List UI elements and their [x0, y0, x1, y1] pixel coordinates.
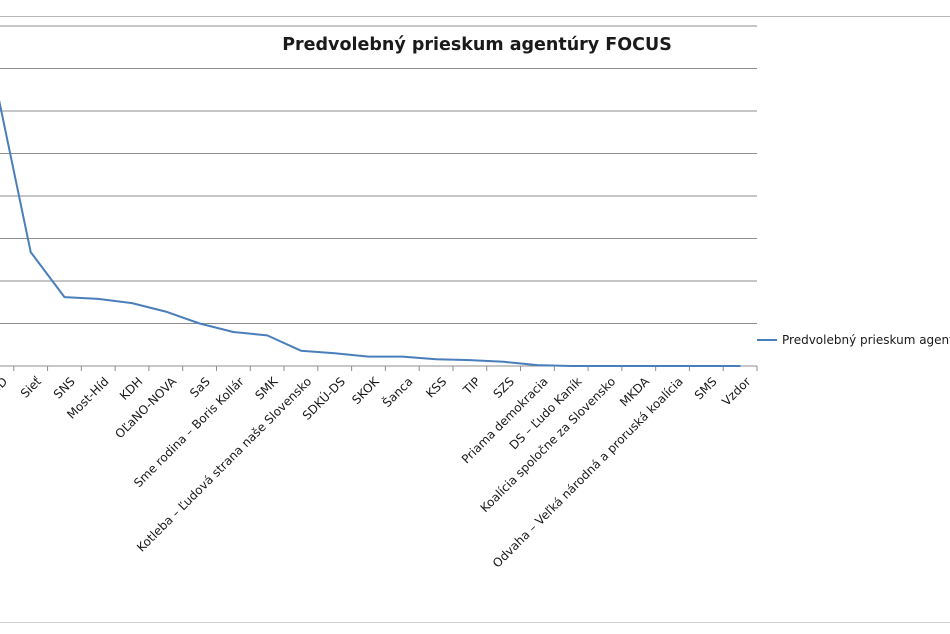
- data-point: [232, 331, 235, 333]
- data-point: [671, 365, 674, 367]
- x-tick-label: SMK: [252, 374, 281, 403]
- data-point: [705, 365, 708, 367]
- data-point: [97, 298, 100, 300]
- data-point: [604, 365, 606, 367]
- data-point: [570, 365, 572, 367]
- x-tick-label: OĽaNO-NOVA: [112, 374, 179, 441]
- data-point: [131, 302, 133, 304]
- data-point: [469, 359, 471, 361]
- x-tick-label: SKOK: [349, 374, 382, 407]
- data-point: [401, 355, 404, 358]
- data-point: [536, 364, 539, 366]
- chart-title: Predvolebný prieskum agentúry FOCUS: [282, 35, 672, 55]
- x-tick-label: Šanca: [379, 374, 415, 410]
- x-tick-label: TIP: [460, 374, 483, 397]
- series-group: [0, 99, 741, 367]
- data-point: [29, 251, 32, 253]
- data-point: [198, 322, 201, 325]
- frame-bottom-border: [0, 622, 950, 623]
- x-tick-label: Vzdor: [719, 374, 753, 408]
- data-point: [435, 358, 437, 361]
- legend-label: Predvolebný prieskum agentúry FOCUS: [782, 333, 950, 347]
- frame-top-border: [0, 16, 950, 17]
- data-point: [165, 310, 167, 313]
- gridlines: [0, 25, 757, 324]
- data-point: [333, 352, 336, 355]
- x-tick-label: KDH: [117, 374, 145, 402]
- data-point: [367, 355, 370, 358]
- legend: Predvolebný prieskum agentúry FOCUS: [757, 333, 950, 347]
- x-tick-label: Sieť: [18, 374, 44, 400]
- data-point: [502, 360, 505, 363]
- x-tick-label: SZS: [490, 374, 516, 400]
- x-tick-label: SNS: [51, 374, 78, 401]
- data-point: [300, 349, 302, 352]
- data-point: [739, 365, 741, 367]
- data-point: [266, 334, 268, 337]
- data-point: [63, 296, 66, 298]
- x-tick-label: SaS: [187, 374, 213, 400]
- x-tick-label: Smer-SD: [0, 374, 10, 421]
- data-point: [637, 365, 640, 367]
- x-tick-label: KSS: [423, 374, 449, 400]
- series-line: [0, 99, 741, 367]
- x-tick-label: SMS: [692, 374, 720, 402]
